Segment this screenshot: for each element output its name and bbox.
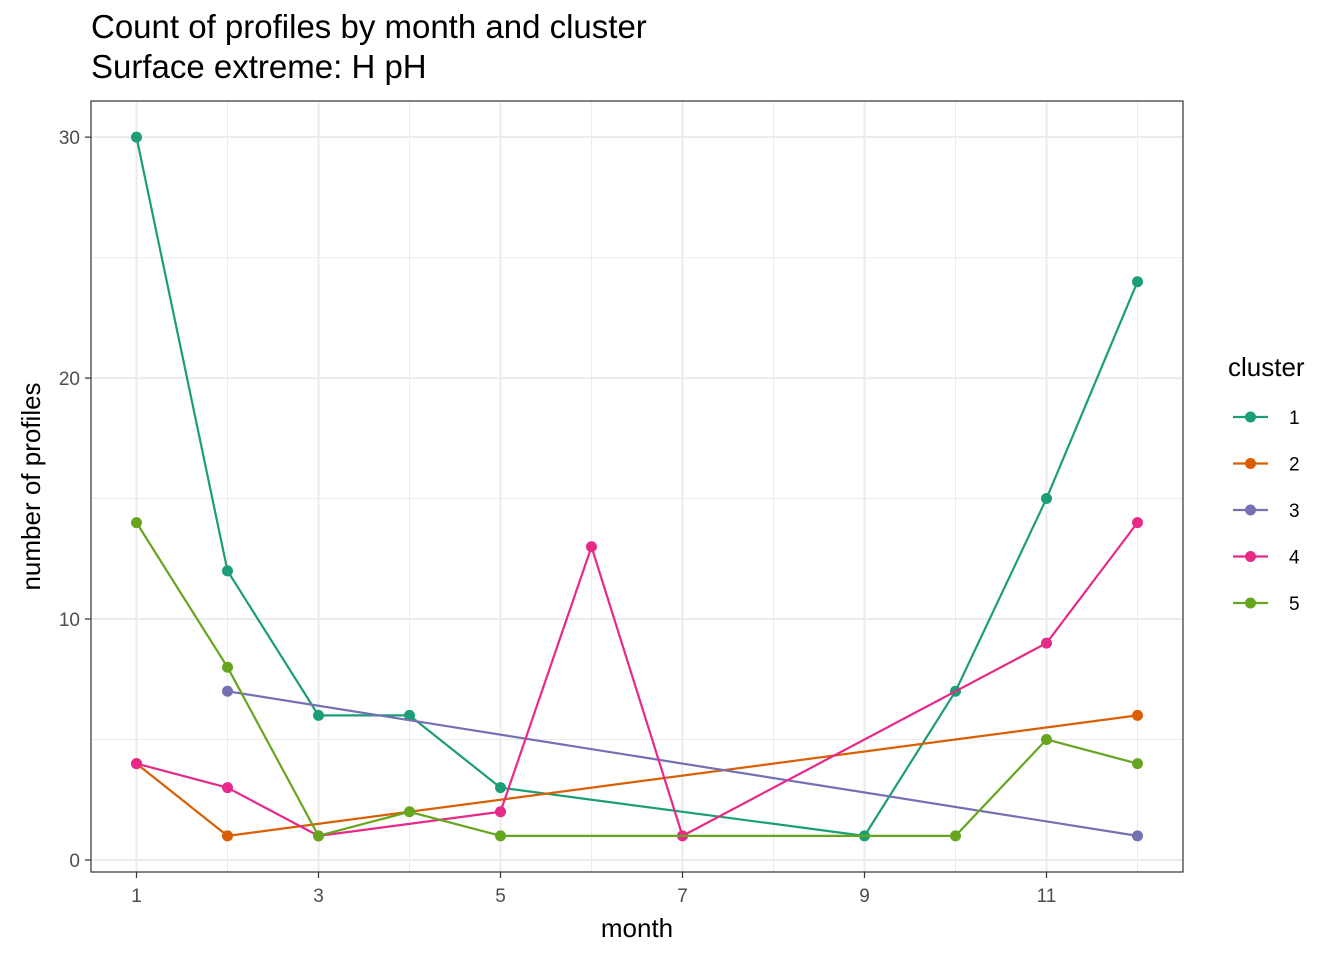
data-point bbox=[495, 806, 506, 818]
series-line-1 bbox=[135, 136, 1139, 837]
data-point bbox=[131, 517, 142, 529]
legend-label: 5 bbox=[1289, 594, 1300, 615]
chart-title: Count of profiles by month and cluster bbox=[91, 8, 647, 45]
legend-key-point bbox=[1245, 597, 1256, 609]
legend-title: cluster bbox=[1228, 352, 1305, 382]
x-tick-label: 1 bbox=[131, 886, 142, 907]
legend-item-2: 2 bbox=[1233, 455, 1300, 476]
data-point bbox=[131, 758, 142, 770]
data-point bbox=[1132, 276, 1143, 288]
data-point bbox=[1132, 830, 1143, 842]
legend-label: 4 bbox=[1289, 548, 1300, 569]
x-tick-label: 11 bbox=[1037, 886, 1057, 907]
series-3 bbox=[222, 685, 1143, 842]
x-axis-title: month bbox=[601, 913, 673, 943]
data-point bbox=[1132, 517, 1143, 529]
data-point bbox=[313, 709, 324, 721]
y-tick-label: 30 bbox=[59, 128, 80, 149]
data-point bbox=[222, 782, 233, 794]
data-point bbox=[1132, 709, 1143, 721]
y-tick-label: 20 bbox=[59, 369, 80, 390]
series-1 bbox=[131, 131, 1143, 842]
tick-layer: 1 3 5 7 9 11 0 10 20 30 bbox=[59, 128, 1057, 907]
grid-layer bbox=[91, 101, 1183, 872]
x-tick-label: 5 bbox=[495, 886, 506, 907]
series-4 bbox=[131, 517, 1143, 842]
data-point bbox=[404, 806, 415, 818]
series-2 bbox=[131, 709, 1143, 842]
data-point bbox=[1041, 493, 1052, 505]
series-line-3 bbox=[227, 690, 1138, 837]
data-point bbox=[131, 131, 142, 143]
data-point bbox=[222, 830, 233, 842]
y-axis-title: number of profiles bbox=[16, 382, 46, 590]
data-point bbox=[950, 830, 961, 842]
legend-label: 1 bbox=[1289, 408, 1300, 429]
legend-label: 2 bbox=[1289, 455, 1300, 476]
data-point bbox=[222, 685, 233, 697]
series-5 bbox=[131, 517, 1143, 842]
y-tick-label: 10 bbox=[59, 610, 80, 631]
chart-subtitle: Surface extreme: H pH bbox=[91, 48, 427, 85]
legend-key-point bbox=[1245, 504, 1256, 516]
data-point bbox=[495, 830, 506, 842]
data-point bbox=[1041, 637, 1052, 649]
data-point bbox=[495, 782, 506, 794]
data-point bbox=[222, 565, 233, 577]
legend-item-4: 4 bbox=[1233, 548, 1300, 569]
y-tick-label: 0 bbox=[69, 851, 80, 872]
data-point bbox=[404, 709, 415, 721]
data-point bbox=[313, 830, 324, 842]
series-line-5 bbox=[135, 522, 1138, 837]
legend-item-3: 3 bbox=[1233, 501, 1300, 522]
data-point bbox=[1132, 758, 1143, 770]
legend-key-point bbox=[1245, 551, 1256, 562]
data-point bbox=[586, 541, 597, 553]
legend-key-point bbox=[1245, 458, 1256, 469]
series-line-4 bbox=[136, 521, 1139, 837]
data-point bbox=[222, 661, 233, 673]
x-tick-label: 7 bbox=[677, 886, 688, 907]
legend-item-1: 1 bbox=[1233, 408, 1300, 429]
legend-label: 3 bbox=[1289, 501, 1300, 522]
legend: cluster 1 2 3 4 5 bbox=[1228, 352, 1305, 615]
x-tick-label: 9 bbox=[859, 886, 870, 907]
x-tick-label: 3 bbox=[313, 886, 324, 907]
legend-item-5: 5 bbox=[1233, 594, 1300, 615]
panel-border bbox=[90, 100, 1184, 873]
data-point bbox=[1041, 733, 1052, 745]
legend-key-point bbox=[1245, 411, 1256, 423]
series-layer bbox=[131, 131, 1143, 842]
